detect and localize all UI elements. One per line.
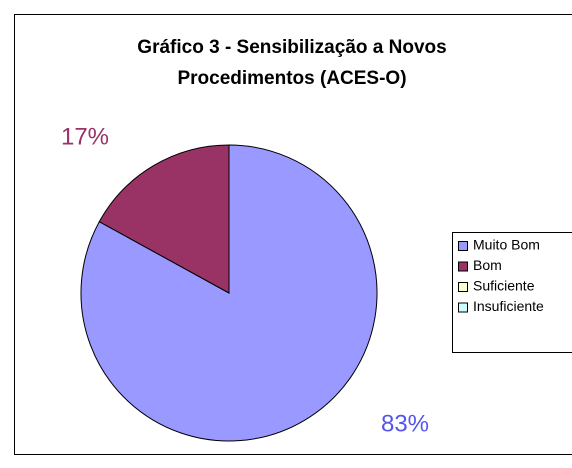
- data-label: 83%: [381, 410, 429, 437]
- legend-label: Suficiente: [473, 278, 535, 294]
- legend-swatch: [458, 241, 468, 251]
- legend-swatch: [458, 302, 468, 313]
- legend-label: Insuficiente: [473, 298, 544, 314]
- data-label: 17%: [61, 123, 109, 150]
- legend-swatch: [458, 282, 468, 292]
- legend-swatch: [458, 261, 468, 272]
- legend-label: Bom: [473, 257, 502, 273]
- legend-label: Muito Bom: [473, 237, 540, 253]
- chart-title: Procedimentos (ACES-O): [177, 68, 406, 89]
- pie-slice: [98, 144, 230, 294]
- legend-box: [452, 232, 572, 353]
- chart-title: Gráfico 3 - Sensibilização a Novos: [137, 37, 446, 58]
